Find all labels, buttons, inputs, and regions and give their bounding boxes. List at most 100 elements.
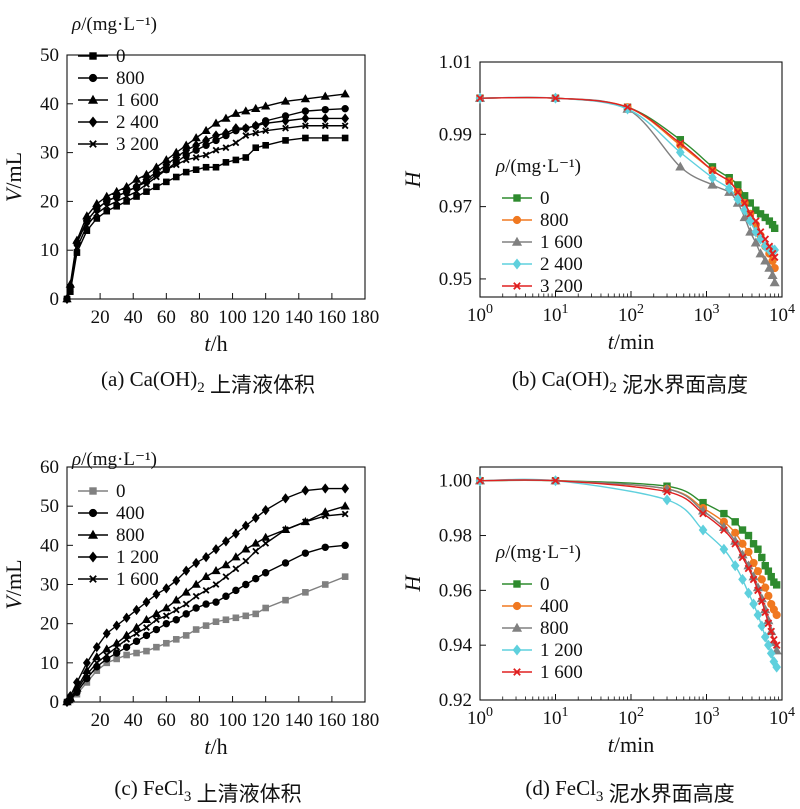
data-point (153, 626, 159, 632)
figure-canvas: 0102030405020 40 60 80 100 120 140 160 180t/hV/m… (0, 0, 800, 809)
data-point (302, 486, 309, 495)
data-point (213, 164, 219, 170)
x-tick-label: 20 (91, 710, 110, 731)
caption: (c) FeCl3 上清液体积 (114, 776, 301, 806)
legend-label: 0 (116, 46, 126, 67)
data-point (233, 615, 239, 621)
data-point (153, 610, 161, 617)
data-point (263, 142, 269, 148)
data-point (144, 648, 150, 654)
data-point (143, 598, 150, 607)
data-point (164, 179, 170, 185)
legend-marker (513, 602, 520, 609)
x-tick-label: 103 (694, 705, 720, 729)
series-0 (64, 574, 348, 705)
data-point (758, 576, 765, 583)
data-point (756, 249, 764, 256)
legend-title: ρ/(mg·L⁻¹) (495, 542, 581, 563)
data-point (223, 160, 229, 166)
x-tick-label: 102 (618, 705, 644, 729)
data-point (322, 544, 328, 550)
data-point (341, 502, 349, 509)
data-point (745, 548, 752, 555)
legend-marker (514, 195, 520, 201)
data-point (243, 558, 249, 564)
data-point (133, 176, 141, 183)
data-point (243, 581, 249, 587)
data-point (233, 529, 240, 538)
data-point (252, 121, 259, 130)
data-point (754, 610, 761, 619)
y-axis-label: H (400, 574, 425, 592)
data-point (213, 545, 220, 554)
chart-panel-a: 0 10 20 30 40 50 20 40 60 80 100 120 140 160 180 t/h V/m… (1, 14, 379, 397)
y-tick-label: 40 (40, 535, 59, 556)
legend-marker (513, 259, 520, 268)
data-point (193, 593, 199, 599)
legend-label: 400 (540, 596, 569, 617)
x-tick-label: 100 (218, 307, 247, 328)
data-point (233, 587, 239, 593)
data-point (732, 519, 738, 525)
data-point (342, 542, 348, 548)
y-tick-label: 0.98 (439, 526, 472, 547)
data-point (302, 114, 309, 123)
data-point (213, 599, 219, 605)
x-tick-label: 104 (769, 302, 795, 326)
x-tick-label: 60 (157, 307, 176, 328)
x-tick-label: 102 (618, 302, 644, 326)
legend-marker (90, 488, 96, 494)
legend-title: ρ/(mg·L⁻¹) (71, 14, 157, 35)
data-point (233, 566, 239, 572)
data-point (183, 633, 189, 639)
data-point (768, 271, 776, 278)
legend: ρ/(mg·L⁻¹)08001 6002 4003 200 (495, 156, 583, 297)
data-point (253, 145, 259, 151)
data-point (243, 124, 250, 133)
y-tick-label: 1.00 (439, 471, 472, 492)
legend-label: 2 400 (540, 254, 583, 275)
data-point (133, 638, 139, 644)
data-point (243, 521, 250, 530)
series-1600 (64, 511, 348, 705)
legend-label: 800 (116, 525, 145, 546)
data-point (677, 148, 684, 157)
y-tick-label: 50 (40, 496, 59, 517)
data-point (193, 605, 199, 611)
x-tick-label: 100 (218, 710, 247, 731)
data-point (745, 532, 751, 538)
legend-label: 1 600 (540, 232, 583, 253)
series-line (480, 479, 777, 667)
legend-marker (514, 581, 520, 587)
data-point (233, 140, 239, 146)
data-point (163, 584, 170, 593)
data-point (203, 601, 209, 607)
caption: (d) FeCl3 泥水界面高度 (525, 776, 734, 806)
data-point (173, 174, 179, 180)
data-point (113, 650, 119, 656)
data-point (154, 184, 160, 190)
legend-label: 800 (540, 618, 569, 639)
data-point (123, 644, 129, 650)
x-tick-label: 140 (285, 307, 314, 328)
data-point (322, 114, 329, 123)
data-point (262, 506, 269, 515)
data-point (134, 650, 140, 656)
data-point (342, 135, 348, 141)
data-point (193, 627, 199, 633)
data-point (282, 560, 288, 566)
legend-label: 1 600 (540, 662, 583, 683)
x-tick-label: 40 (124, 307, 143, 328)
legend-label: 1 600 (116, 90, 159, 111)
data-point (202, 573, 210, 580)
series-1600 (476, 94, 779, 286)
legend-marker (513, 645, 520, 654)
y-tick-label: 0.99 (439, 124, 472, 145)
legend-marker (89, 552, 96, 561)
y-tick-label: 10 (40, 240, 59, 261)
data-point (759, 554, 765, 560)
chart-panel-c: 010203040506020 40 60 80 100 120 140 160 180t/hV… (1, 449, 379, 806)
data-point (243, 613, 249, 619)
x-tick-label: 140 (285, 710, 314, 731)
x-tick-label: 80 (190, 307, 209, 328)
